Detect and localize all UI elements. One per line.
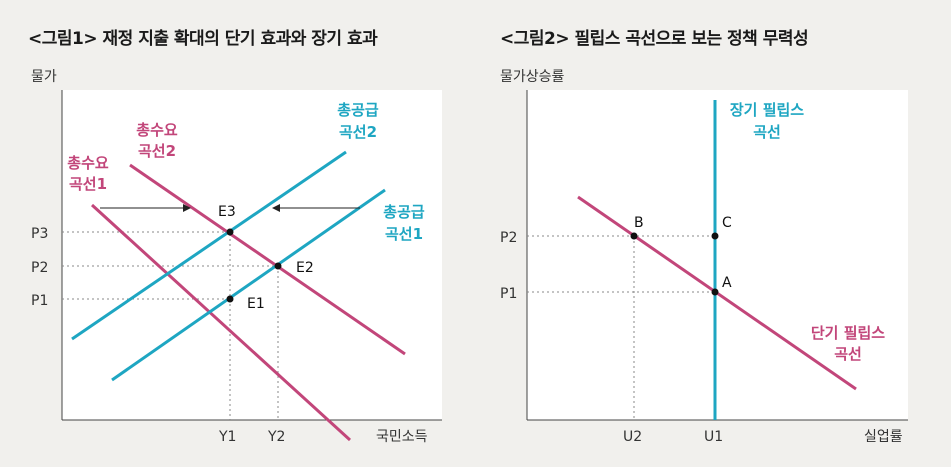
point-e1	[226, 295, 234, 303]
figure1-x-axis-label: 국민소득	[376, 429, 428, 445]
figure1-y-axis-label: 물가	[31, 69, 57, 85]
short-run-label-line2: 곡선	[834, 345, 862, 363]
point-b-label: B	[634, 215, 644, 231]
figure2-y-axis-label: 물가상승률	[500, 69, 565, 85]
tick-p1-fig2: P1	[500, 286, 517, 302]
tick-u1: U1	[704, 429, 723, 445]
aggregate-demand-curve-2	[129, 163, 406, 356]
aggregate-demand-curve-1	[90, 203, 352, 442]
as1-label-line1: 총공급	[383, 203, 425, 221]
tick-u2: U2	[623, 429, 642, 445]
ad1-label-line1: 총수요	[67, 154, 109, 172]
aggregate-supply-curve-2	[71, 150, 347, 341]
tick-p3: P3	[31, 226, 48, 242]
point-a-label: A	[722, 275, 732, 291]
as2-label-line1: 총공급	[337, 101, 379, 119]
figure1-title: <그림1> 재정 지출 확대의 단기 효과와 장기 효과	[28, 29, 378, 49]
tick-p2-fig2: P2	[500, 230, 517, 246]
as2-label-line2: 곡선2	[339, 123, 377, 141]
point-e2	[274, 262, 282, 270]
long-run-label-line1: 장기 필립스	[730, 101, 804, 119]
short-run-label-line1: 단기 필립스	[811, 324, 885, 342]
point-b	[630, 232, 638, 240]
figure1-plot-area	[62, 90, 442, 420]
tick-y1: Y1	[218, 429, 236, 445]
aggregate-supply-curve-1	[111, 188, 386, 382]
ad2-label-line2: 곡선2	[138, 142, 176, 160]
tick-p1: P1	[31, 293, 48, 309]
figure2-plot-area	[527, 90, 908, 420]
point-e3	[226, 228, 234, 236]
as1-label-line2: 곡선1	[385, 225, 423, 243]
point-c-label: C	[722, 215, 732, 231]
point-c	[711, 232, 719, 240]
ad2-label-line1: 총수요	[136, 121, 178, 139]
figure1-guide-e3	[62, 231, 231, 420]
long-run-label-line2: 곡선	[753, 123, 781, 141]
point-a	[711, 288, 719, 296]
ad1-label-line2: 곡선1	[69, 175, 107, 193]
figure2-title: <그림2> 필립스 곡선으로 보는 정책 무력성	[500, 29, 809, 49]
tick-y2: Y2	[267, 429, 285, 445]
point-e3-label: E3	[218, 204, 236, 220]
figure2-x-axis-label: 실업률	[864, 429, 903, 445]
point-e2-label: E2	[296, 260, 314, 276]
point-e1-label: E1	[247, 296, 265, 312]
tick-p2: P2	[31, 260, 48, 276]
